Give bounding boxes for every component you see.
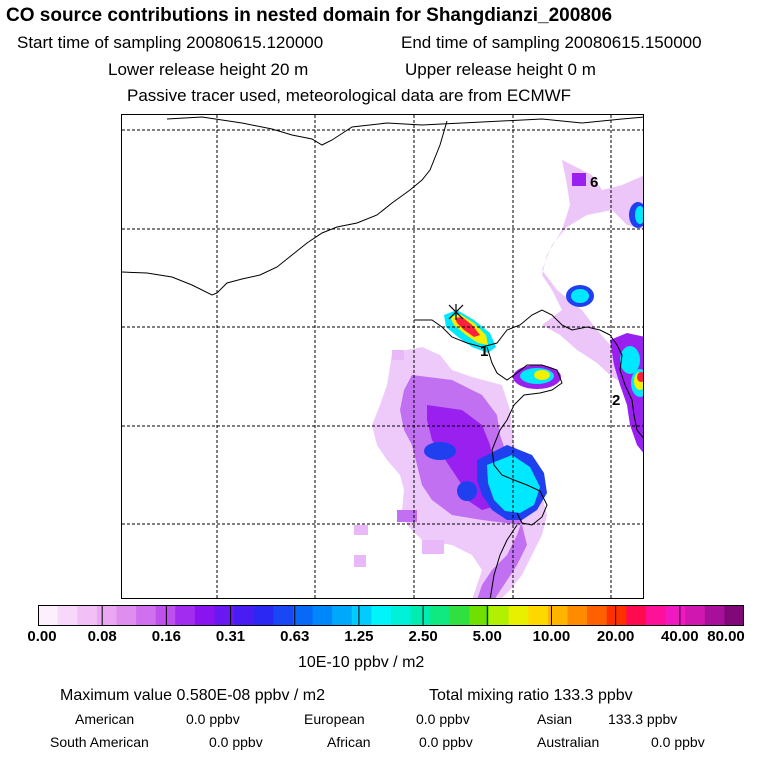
end-time-label: End time of sampling 20080615.150000	[401, 33, 702, 52]
colorbar-swatch	[155, 605, 176, 626]
colorbar-swatch	[685, 605, 706, 626]
region-2-cyan	[620, 346, 640, 374]
colorbar-swatch	[587, 605, 608, 626]
colorbar-tick-label: 10.00	[532, 628, 571, 645]
colorbar-tick-label: 5.00	[472, 628, 502, 645]
colorbar-swatch	[469, 605, 490, 626]
colorbar-swatch	[391, 605, 412, 626]
asian-label: Asian	[537, 711, 573, 727]
colorbar-swatch	[665, 605, 686, 626]
colorbar-swatch	[194, 605, 216, 626]
colorbar-swatch	[38, 605, 59, 626]
ne-plume	[542, 160, 643, 399]
scatter-patch	[354, 555, 366, 567]
colorbar-swatch	[606, 605, 627, 626]
colorbar-tick-label: 20.00	[596, 628, 635, 645]
colorbar-swatch	[704, 605, 725, 626]
colorbar-swatch	[175, 605, 196, 626]
colorbar-swatch	[567, 605, 588, 626]
max-value-label: Maximum value 0.580E-08 ppbv / m2	[60, 687, 326, 704]
african-value: 0.0 ppbv	[419, 734, 473, 750]
colorbar-swatch	[645, 605, 667, 626]
ne-cyan-blob	[571, 289, 589, 303]
region-1-label: 1	[480, 343, 488, 360]
colorbar-swatch	[547, 605, 569, 626]
colorbar-tick-label: 1.25	[344, 628, 374, 645]
ne-purple-square	[572, 173, 586, 186]
colorbar-swatch	[371, 605, 392, 626]
australian-value: 0.0 ppbv	[651, 734, 705, 750]
map-canvas: 1 2 6	[122, 115, 643, 598]
colorbar-swatch	[57, 605, 78, 626]
receptor-marker	[448, 304, 464, 320]
colorbar-swatch	[273, 605, 294, 626]
colorbar-swatch	[292, 605, 314, 626]
colorbar-tick-label: 0.63	[280, 628, 310, 645]
plume-cyan-patch	[487, 455, 540, 513]
african-label: African	[327, 734, 371, 750]
colorbar	[38, 605, 744, 626]
concentration-plume	[354, 160, 643, 598]
ne-right-cyan	[635, 206, 643, 224]
scatter-patch	[397, 510, 417, 522]
colorbar-swatch	[528, 605, 549, 626]
blue-blob-lower	[457, 481, 477, 501]
colorbar-tick-label: 0.00	[27, 628, 57, 645]
american-label: American	[75, 711, 135, 727]
european-label: European	[304, 711, 365, 727]
scatter-patch	[354, 525, 368, 535]
colorbar-swatch	[234, 605, 255, 626]
colorbar-tick-label: 80.00	[707, 628, 745, 645]
colorbar-swatch	[489, 605, 510, 626]
colorbar-swatch	[312, 605, 333, 626]
colorbar-swatch	[508, 605, 529, 626]
colorbar-swatch	[253, 605, 274, 626]
page-title: CO source contributions in nested domain…	[6, 5, 613, 26]
lat-lon-grid	[122, 115, 643, 598]
start-time-label: Start time of sampling 20080615.120000	[17, 33, 324, 52]
colorbar-units: 10E-10 ppbv / m2	[298, 654, 425, 671]
colorbar-swatch	[77, 605, 98, 626]
colorbar-tick-label: 0.16	[151, 628, 181, 645]
scatter-patch	[422, 540, 444, 554]
colorbar-swatch	[332, 605, 353, 626]
colorbar-swatch	[724, 605, 744, 626]
colorbar-swatch	[136, 605, 157, 626]
tracer-note: Passive tracer used, meteorological data…	[127, 86, 572, 105]
upper-release-label: Upper release height 0 m	[405, 60, 596, 79]
total-mixing-label: Total mixing ratio 133.3 ppbv	[429, 687, 633, 704]
colorbar-tick-label: 0.31	[215, 628, 246, 645]
colorbar-border	[38, 605, 744, 626]
colorbar-tick-label: 2.50	[408, 628, 438, 645]
colorbar-tick-label: 0.08	[87, 628, 117, 645]
colorbar-swatch	[626, 605, 647, 626]
colorbar-swatch	[214, 605, 235, 626]
colorbar-swatch	[351, 605, 372, 626]
south-american-value: 0.0 ppbv	[209, 734, 263, 750]
colorbar-swatch	[449, 605, 471, 626]
colorbar-swatch	[116, 605, 137, 626]
south-american-label: South American	[50, 734, 149, 750]
scatter-patch	[392, 350, 404, 360]
map-panel: 1 2 6	[121, 114, 644, 599]
region-2-red	[637, 372, 643, 382]
lower-release-label: Lower release height 20 m	[108, 60, 309, 79]
colorbar-swatch	[410, 605, 431, 626]
colorbar-swatch	[96, 605, 118, 626]
colorbar-swatch	[430, 605, 451, 626]
liaodong-yellow	[534, 370, 550, 380]
colorbar-tick-label: 40.00	[661, 628, 699, 645]
european-value: 0.0 ppbv	[416, 711, 470, 727]
australian-label: Australian	[537, 734, 600, 750]
region-2-label: 2	[612, 392, 620, 409]
asian-value: 133.3 ppbv	[608, 711, 678, 727]
region-6-label: 6	[590, 174, 598, 191]
coastlines	[122, 116, 643, 598]
blue-blob-left	[424, 442, 456, 460]
american-value: 0.0 ppbv	[186, 711, 240, 727]
